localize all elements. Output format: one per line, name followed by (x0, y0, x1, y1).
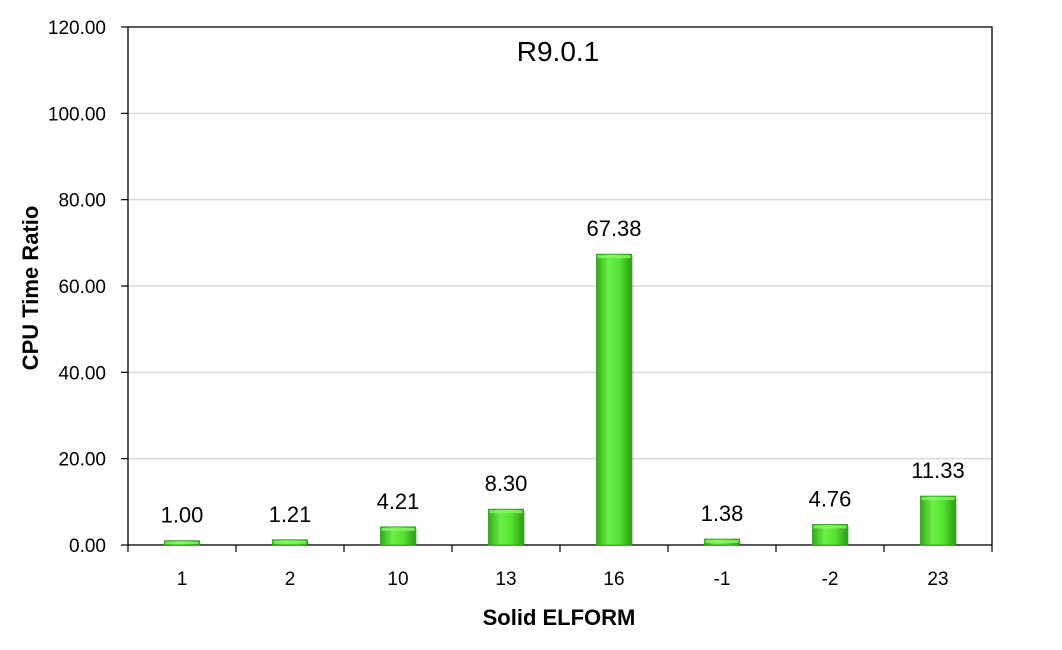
bar-highlight (273, 540, 307, 544)
data-label: 4.21 (377, 489, 420, 514)
data-label: 67.38 (586, 216, 641, 241)
bar-highlight (489, 510, 523, 514)
y-tick-label: 40.00 (58, 363, 106, 384)
x-tick-label: 23 (927, 569, 948, 590)
chart-title: R9.0.1 (517, 36, 600, 67)
data-labels: 1.00 1.21 4.21 8.30 67.38 1.38 4.76 11.33 (161, 216, 965, 528)
bar-highlight (597, 255, 631, 259)
y-tick-label: 120.00 (48, 18, 106, 39)
bar-highlight (381, 527, 415, 531)
bar-group (272, 539, 310, 546)
x-tick-label: -2 (822, 569, 839, 590)
bar-group (488, 508, 526, 546)
x-tick-label: 2 (285, 569, 296, 590)
bar (380, 526, 416, 546)
bar (812, 524, 848, 546)
tick-labels: 0.00 20.00 40.00 60.00 80.00 100.00 120.00 1 2 10… (48, 18, 993, 590)
y-tick-label: 100.00 (48, 104, 106, 125)
bar-group (704, 538, 742, 546)
x-tick-label: 1 (177, 569, 188, 590)
x-tick-label: 13 (495, 569, 516, 590)
bar-highlight (165, 541, 199, 544)
bar-highlight (813, 525, 847, 529)
bar (596, 253, 632, 546)
bar-group (812, 524, 850, 546)
bar-group (380, 526, 418, 546)
data-label: 11.33 (911, 458, 964, 483)
data-label: 1.38 (701, 501, 744, 526)
bars (164, 253, 958, 546)
y-tick-label: 0.00 (69, 536, 106, 557)
data-label: 4.76 (809, 486, 852, 511)
y-tick-label: 80.00 (58, 191, 106, 212)
x-tick-label: 10 (387, 569, 408, 590)
bar-group (596, 253, 634, 546)
bar-group (164, 540, 202, 546)
bar (488, 508, 524, 546)
data-label: 1.21 (269, 502, 312, 527)
x-tick-label: 16 (603, 569, 624, 590)
y-tick-label: 60.00 (58, 277, 106, 298)
x-axis-title: Solid ELFORM (483, 605, 636, 630)
gridlines (128, 112, 992, 460)
y-axis-title: CPU Time Ratio (18, 206, 43, 371)
x-tick-label: -1 (714, 569, 731, 590)
y-tick-label: 20.00 (58, 450, 106, 471)
bar-highlight (705, 540, 739, 544)
data-label: 8.30 (485, 471, 528, 496)
data-label: 1.00 (161, 503, 204, 528)
bar (920, 495, 956, 546)
bar-group (920, 495, 958, 546)
bar-highlight (921, 497, 955, 501)
